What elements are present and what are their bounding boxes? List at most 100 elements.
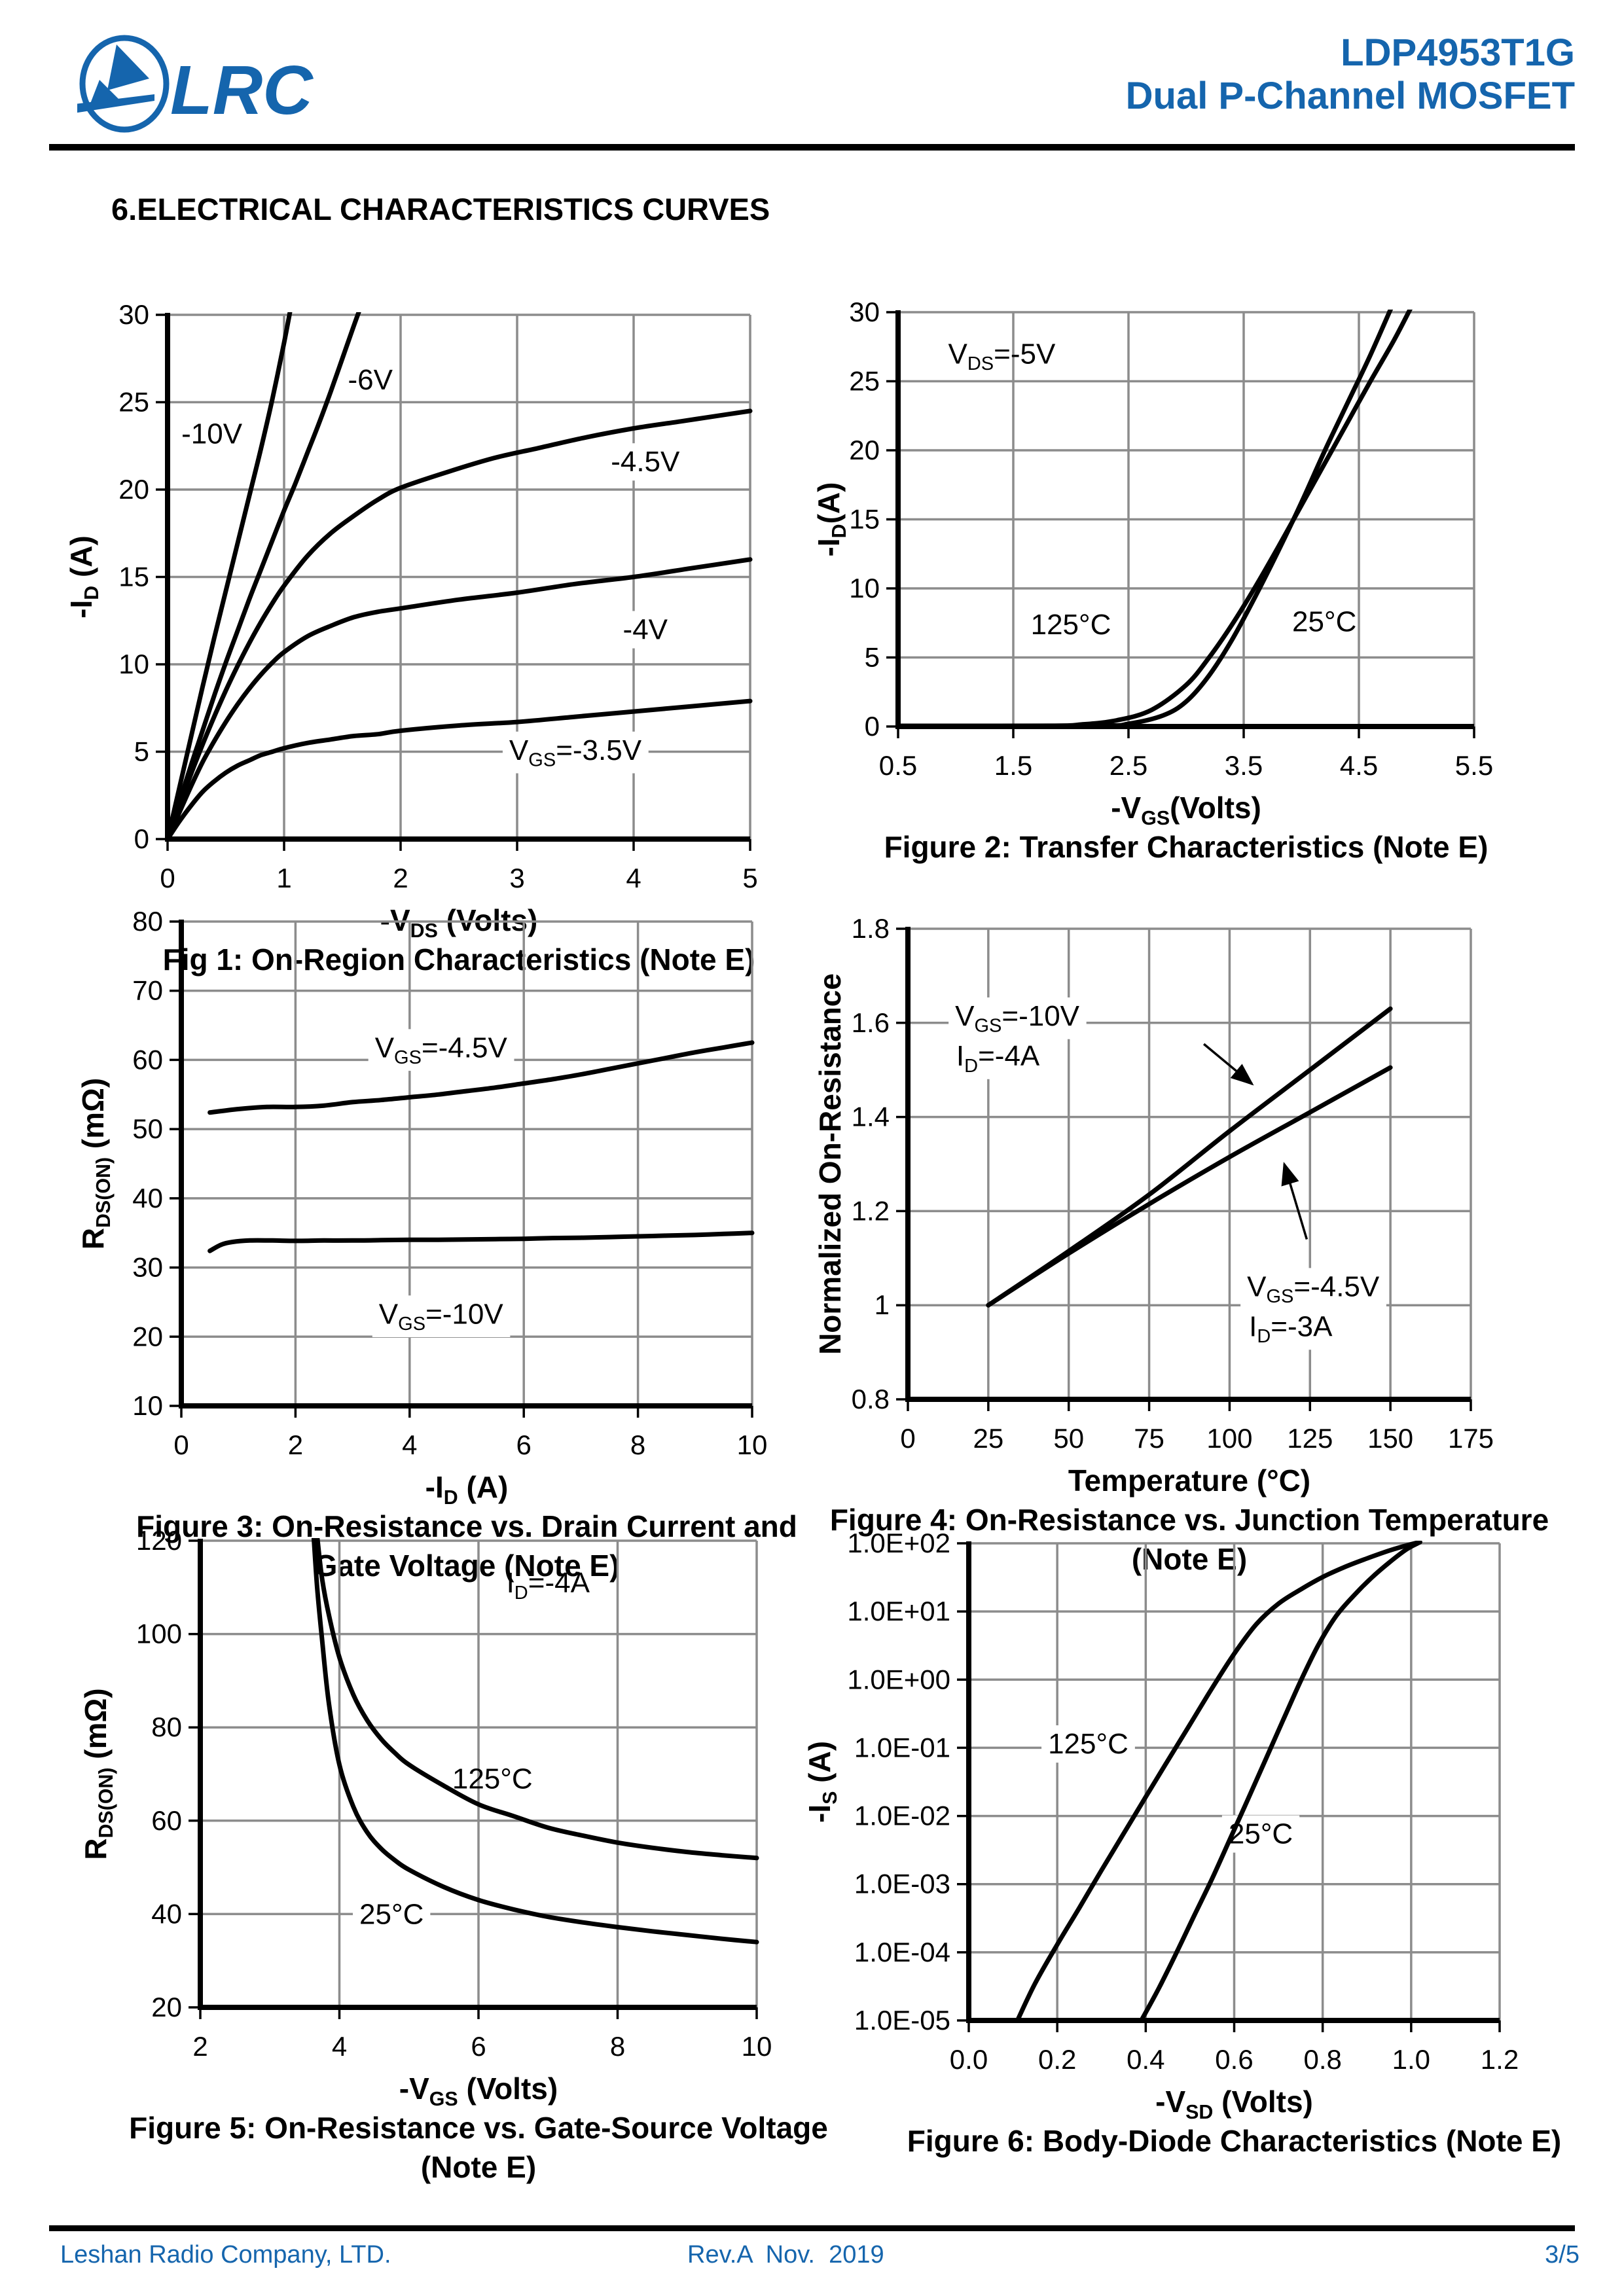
- curves: [208, 1040, 755, 1253]
- y-tick-label: 1.0E+02: [847, 1528, 950, 1558]
- axes: [957, 1541, 1501, 2032]
- x-tick-label: 5.5: [1455, 750, 1493, 781]
- annotation-mask: [604, 443, 687, 481]
- x-tick-label: 50: [1053, 1423, 1084, 1454]
- x-tick-label: 0.2: [1038, 2044, 1076, 2075]
- part-number: LDP4953T1G: [1341, 31, 1575, 74]
- curve-125-C: [1015, 1541, 1422, 2023]
- x-tick-label: 4: [332, 2031, 347, 2062]
- y-tick-label: 80: [151, 1712, 182, 1742]
- figure-caption: Figure 3: On-Resistance vs. Drain Curren…: [136, 1509, 797, 1543]
- lrc-logo: LRC: [69, 34, 352, 142]
- y-tick-label: 0: [134, 823, 149, 854]
- y-tick-label: 60: [132, 1044, 163, 1075]
- tick-labels: 0 25 50 75 100 125 150 175 0.8 1 1.2 1.4 1.6 1.8: [852, 913, 1494, 1454]
- curves: [986, 1006, 1393, 1308]
- curve-25-C: [1139, 1541, 1422, 2023]
- curve-VGS--4V: [168, 557, 753, 842]
- annotation-label: VGS=-10V: [379, 1298, 504, 1335]
- x-tick-label: 1: [276, 863, 291, 893]
- x-tick-label: 1.0: [1392, 2044, 1430, 2075]
- axes: [886, 310, 1475, 738]
- annotation-label: ID=-3A: [1249, 1311, 1333, 1348]
- y-tick-label: 80: [132, 906, 163, 937]
- y-axis-title: RDS(ON) (mΩ): [79, 1688, 117, 1859]
- x-tick-label: 2: [393, 863, 408, 893]
- logo-wave-icon: [69, 94, 154, 114]
- annotation-label: -10V: [181, 418, 243, 450]
- y-tick-label: 1.0E-03: [854, 1869, 950, 1899]
- grid: [908, 927, 1472, 1399]
- y-tick-label: 100: [136, 1619, 182, 1649]
- x-tick-label: 4.5: [1340, 750, 1378, 781]
- x-tick-label: 5: [742, 863, 757, 893]
- y-tick-label: 70: [132, 975, 163, 1006]
- annotation-mask: [502, 731, 649, 774]
- curve-VGS--10V: [168, 312, 293, 842]
- x-tick-label: 25: [973, 1423, 1003, 1454]
- x-tick-label: 0.0: [950, 2044, 988, 2075]
- y-tick-label: 1.0E+01: [847, 1596, 950, 1626]
- y-axis-title: -ID (A): [64, 535, 103, 619]
- y-tick-label: 10: [849, 573, 880, 603]
- arrow-icon: [1281, 1162, 1308, 1240]
- annotations: VDS=-5V 125°C 25°C: [948, 338, 1356, 641]
- annotation-label: 125°C: [1048, 1728, 1128, 1760]
- axes: [170, 920, 753, 1418]
- y-tick-label: 25: [118, 387, 149, 418]
- annotation-label: -6V: [348, 364, 393, 396]
- figure-5-chart: ID=-4A 125°C 25°C 2 4 6 8 10 20 40 60 80 100 120 -VGS …: [79, 1525, 828, 2184]
- x-tick-label: 4: [402, 1429, 417, 1460]
- y-tick-label: 15: [118, 562, 149, 592]
- axes: [189, 1539, 758, 2019]
- x-tick-label: 6: [471, 2031, 486, 2062]
- logo-mark: [69, 35, 170, 133]
- x-tick-label: 1.2: [1481, 2044, 1519, 2075]
- curve-VGS--4.5V-ID--3A: [986, 1065, 1393, 1308]
- annotation-mask: [1240, 1268, 1386, 1310]
- x-tick-label: 0.5: [879, 750, 917, 781]
- x-axis-title: Temperature (°C): [1068, 1463, 1310, 1498]
- figure-caption: (Note E): [1132, 1542, 1247, 1576]
- y-axis-title: -ID(A): [812, 482, 850, 557]
- figure-2-chart: VDS=-5V 125°C 25°C 0.5 1.5 2.5 3.5 4.5 5.5 0 5 10 15…: [812, 296, 1493, 864]
- x-tick-label: 100: [1206, 1423, 1252, 1454]
- footer-divider: [49, 2225, 1575, 2231]
- x-axis-title: -VGS(Volts): [1111, 791, 1261, 829]
- y-axis-title: RDS(ON) (mΩ): [76, 1078, 115, 1249]
- curves: [1015, 1541, 1422, 2023]
- curves: [311, 1538, 759, 1945]
- annotation-mask: [1221, 1815, 1300, 1853]
- footer-page-number: 3/5: [1545, 2241, 1579, 2269]
- curve-25-C: [311, 1538, 759, 1945]
- y-tick-label: 1.8: [852, 913, 890, 944]
- y-tick-label: 120: [136, 1525, 182, 1556]
- x-axis-title: -ID (A): [425, 1470, 509, 1509]
- annotation-mask: [353, 1895, 431, 1933]
- annotation-label: -4V: [623, 614, 668, 646]
- header-divider: [49, 144, 1575, 151]
- x-tick-label: 3: [509, 863, 524, 893]
- x-tick-label: 1.5: [994, 750, 1032, 781]
- annotation-label: VGS=-4.5V: [375, 1031, 508, 1068]
- annotation-label: ID=-4A: [956, 1040, 1040, 1077]
- curve-125-C: [315, 1538, 759, 1861]
- x-tick-label: 0.6: [1215, 2044, 1253, 2075]
- x-tick-label: 6: [516, 1429, 532, 1460]
- x-tick-label: 8: [630, 1429, 645, 1460]
- grid: [200, 1539, 758, 2007]
- footer-revision: Rev.A Nov. 2019: [687, 2241, 884, 2269]
- annotation-mask: [616, 611, 675, 649]
- figure-3-chart: VGS=-4.5V VGS=-10V 0 2 4 6 8 10 10 20 30 40 50 60 70 80…: [76, 906, 797, 1583]
- x-tick-label: 0: [173, 1429, 189, 1460]
- x-axis-title: -VSD (Volts): [1155, 2085, 1313, 2123]
- section-title: 6.ELECTRICAL CHARACTERISTICS CURVES: [111, 192, 770, 226]
- x-tick-label: 2: [192, 2031, 208, 2062]
- y-tick-label: 1.0E+00: [847, 1664, 950, 1695]
- x-tick-label: 0.8: [1303, 2044, 1341, 2075]
- annotation-label: VDS=-5V: [948, 338, 1055, 374]
- tick-labels: 0 1 2 3 4 5 0 5 10 15 20 25 30: [118, 299, 757, 893]
- axes: [896, 927, 1472, 1411]
